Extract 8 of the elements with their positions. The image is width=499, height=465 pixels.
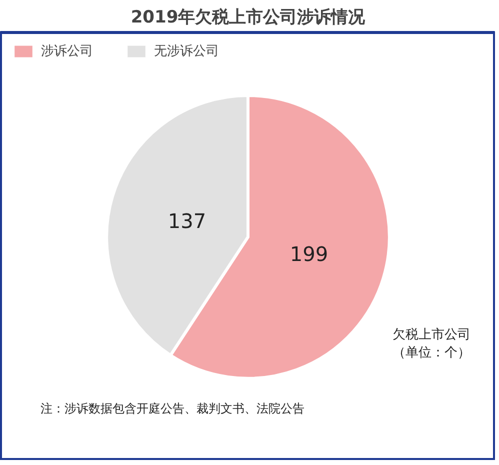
text: （单位：个） [392,346,470,360]
text: 注：涉诉数据包含开庭公告、裁判文书、法院公告 [40,402,304,416]
data-label: 199 [290,242,328,266]
legend-label: 涉诉公司 [41,43,93,60]
data-label: 137 [168,208,206,233]
chart-title: 2019年欠税上市公司涉诉情况 [130,8,366,28]
legend-label: 无涉诉公司 [154,43,219,60]
text: 欠税上市公司 [392,328,470,342]
